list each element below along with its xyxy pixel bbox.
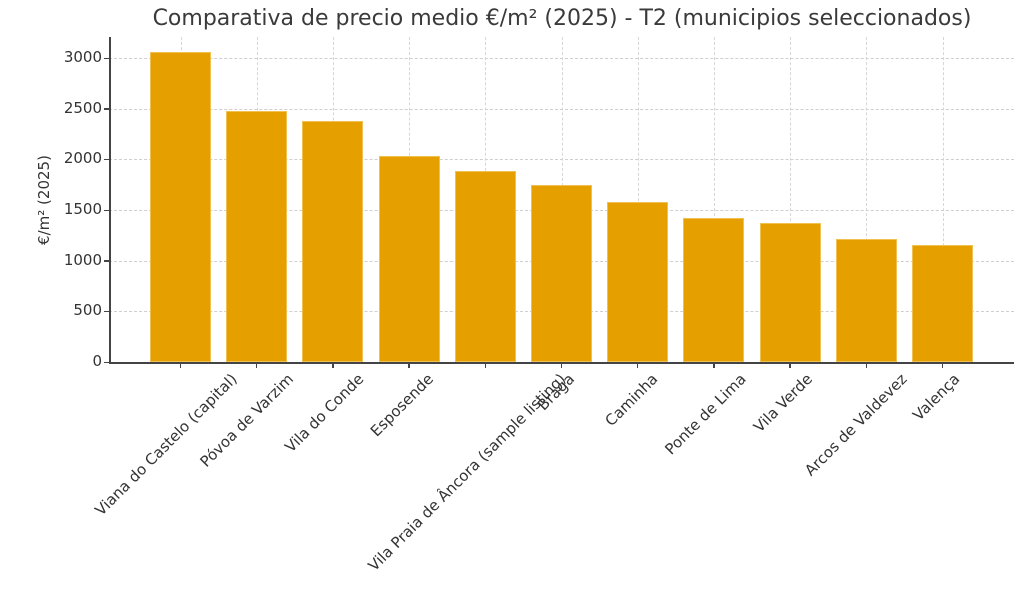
y-tick-label: 1500 <box>63 200 102 218</box>
bar <box>683 218 745 362</box>
v-gridline <box>866 37 868 362</box>
v-gridline <box>713 37 715 362</box>
x-tick-label: Vila Verde <box>750 370 817 436</box>
x-tick-mark <box>332 363 334 368</box>
x-tick-mark <box>484 363 487 368</box>
x-tick-mark <box>408 363 410 368</box>
chart-title: Comparativa de precio medio €/m² (2025) … <box>152 6 972 31</box>
x-tick-label: Caminha <box>601 370 662 430</box>
x-tick-label: Valença <box>909 370 964 425</box>
x-tick-mark <box>789 363 791 368</box>
y-tick-mark <box>104 260 109 262</box>
bar <box>835 238 897 362</box>
bar <box>531 184 592 362</box>
x-tick-label: Ponte de Lima <box>660 370 750 459</box>
x-tick-mark <box>941 363 944 368</box>
x-tick-mark <box>179 363 182 368</box>
bar <box>226 110 288 362</box>
bar <box>454 171 516 362</box>
y-tick-mark <box>104 158 109 161</box>
bar <box>607 201 669 362</box>
y-tick-label: 3000 <box>63 48 102 66</box>
x-tick-mark <box>865 363 868 368</box>
x-axis-line <box>109 362 1014 364</box>
y-tick-mark <box>104 57 109 59</box>
y-tick-label: 0 <box>92 352 102 370</box>
x-tick-label: Esposende <box>366 370 437 441</box>
bar <box>912 245 973 362</box>
y-tick-label: 1000 <box>63 250 102 269</box>
y-axis-line <box>109 37 111 363</box>
x-tick-mark <box>560 363 563 368</box>
bar <box>759 222 821 362</box>
x-tick-label: Arcos de Valdevez <box>800 370 911 480</box>
y-tick-label: 2000 <box>63 149 102 168</box>
y-tick-mark <box>104 108 109 110</box>
y-tick-mark <box>104 310 109 313</box>
v-gridline <box>942 37 944 362</box>
y-tick-label: 500 <box>73 301 102 320</box>
x-tick-mark <box>636 363 639 368</box>
plot-area <box>109 37 1014 362</box>
bar <box>150 51 211 362</box>
x-tick-mark <box>713 363 715 368</box>
y-tick-mark <box>104 361 109 363</box>
v-gridline <box>790 37 792 362</box>
bar <box>302 120 364 362</box>
bar <box>378 156 440 362</box>
x-tick-mark <box>255 363 258 368</box>
y-tick-mark <box>104 209 109 211</box>
v-gridline <box>637 37 639 362</box>
y-tick-label: 2500 <box>63 98 102 117</box>
